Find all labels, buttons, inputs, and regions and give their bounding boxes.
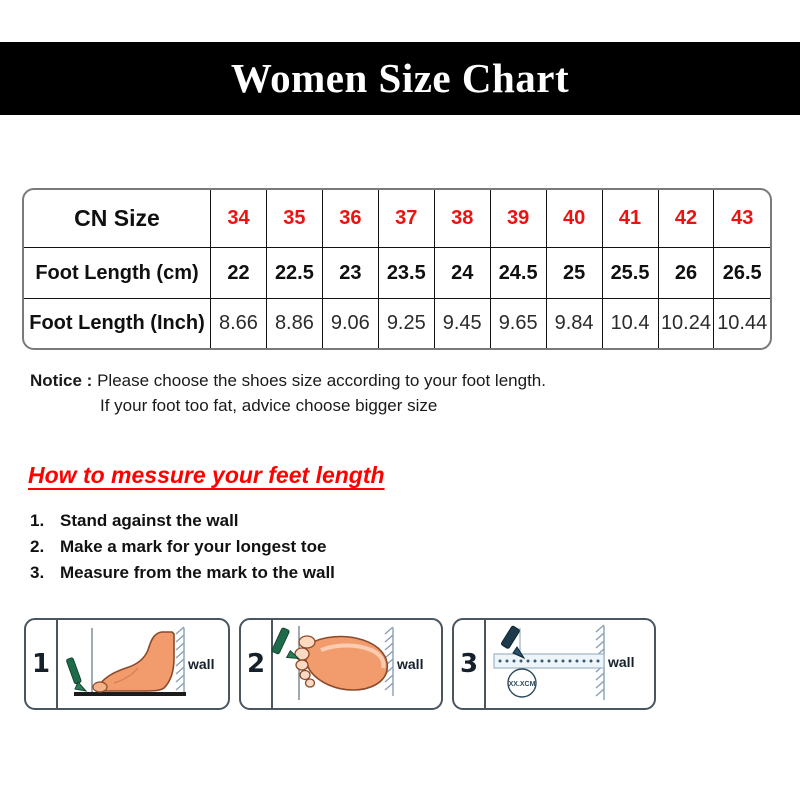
panel-body: XX.XCM wall	[484, 620, 654, 708]
table-cell: 40	[545, 190, 603, 249]
notice-block: Notice : Please choose the shoes size ac…	[30, 368, 760, 418]
foot-bottom-view-icon	[271, 626, 394, 700]
table-cell: 26	[657, 247, 715, 299]
panel-body: wall	[271, 620, 441, 708]
table-cell: 9.25	[377, 297, 435, 348]
table-cell: 10.44	[713, 297, 770, 348]
illustration-panels: 1	[24, 618, 664, 710]
wall-label: wall	[397, 656, 424, 672]
panel-body: wall	[56, 620, 228, 708]
wall-label: wall	[188, 656, 215, 672]
row-label-foot-length-inch: Foot Length (Inch)	[24, 297, 211, 348]
table-cell: 24	[433, 247, 491, 299]
title-banner: Women Size Chart	[0, 42, 800, 115]
table-cell: 9.65	[489, 297, 547, 348]
table-cell: 10.24	[657, 297, 715, 348]
wall-label: wall	[608, 654, 635, 670]
table-cell: 35	[265, 190, 323, 249]
table-cell: 24.5	[489, 247, 547, 299]
size-chart-table: CN Size 34 35 36 37 38 39 40 41 42 43 Fo…	[22, 188, 772, 350]
table-cell: 26.5	[713, 247, 770, 299]
list-item: 2. Make a mark for your longest toe	[30, 534, 530, 560]
illustration-panel-1: 1	[24, 618, 230, 710]
panel-number: 1	[26, 620, 58, 708]
table-cell: 9.45	[433, 297, 491, 348]
table-cell: 25.5	[601, 247, 659, 299]
table-cell: 41	[601, 190, 659, 249]
table-cell: 42	[657, 190, 715, 249]
table-cell: 23.5	[377, 247, 435, 299]
notice-label: Notice :	[30, 371, 93, 390]
step-number: 2.	[30, 537, 45, 556]
foot-side-view-icon	[66, 626, 186, 696]
step-text: Stand against the wall	[60, 511, 239, 530]
table-cell: 23	[321, 247, 379, 299]
illustration-panel-3: 3	[452, 618, 656, 710]
table-cell: 22.5	[265, 247, 323, 299]
ruler-measure-icon: XX.XCM	[493, 624, 605, 700]
page-title: Women Size Chart	[230, 55, 570, 101]
row-label-foot-length-cm: Foot Length (cm)	[24, 247, 211, 299]
notice-line-1: Please choose the shoes size according t…	[97, 371, 546, 390]
illustration-panel-2: 2	[239, 618, 443, 710]
step-text: Measure from the mark to the wall	[60, 563, 335, 582]
table-cell: 8.86	[265, 297, 323, 348]
table-row: Foot Length (cm) 22 22.5 23 23.5 24 24.5…	[24, 247, 770, 299]
table-cell: 43	[713, 190, 770, 249]
howto-heading: How to messure your feet length	[28, 462, 385, 488]
table-cell: 39	[489, 190, 547, 249]
measure-callout-label: XX.XCM	[509, 681, 536, 688]
step-text: Make a mark for your longest toe	[60, 537, 327, 556]
row-label-cn-size: CN Size	[24, 190, 211, 249]
table-cell: 37	[377, 190, 435, 249]
table-cell: 22	[210, 247, 267, 299]
table-row: CN Size 34 35 36 37 38 39 40 41 42 43	[24, 190, 770, 249]
table-cell: 34	[210, 190, 267, 249]
notice-line-2: If your foot too fat, advice choose bigg…	[100, 396, 438, 415]
howto-steps-list: 1. Stand against the wall 2. Make a mark…	[30, 508, 530, 586]
panel-number: 2	[241, 620, 273, 708]
panel-number: 3	[454, 620, 486, 708]
step-number: 3.	[30, 563, 45, 582]
table-cell: 8.66	[210, 297, 267, 348]
list-item: 3. Measure from the mark to the wall	[30, 560, 530, 586]
list-item: 1. Stand against the wall	[30, 508, 530, 534]
table-cell: 38	[433, 190, 491, 249]
table-cell: 9.06	[321, 297, 379, 348]
table-cell: 10.4	[601, 297, 659, 348]
step-number: 1.	[30, 511, 45, 530]
table-cell: 36	[321, 190, 379, 249]
table-cell: 9.84	[545, 297, 603, 348]
table-cell: 25	[545, 247, 603, 299]
table-row: Foot Length (Inch) 8.66 8.86 9.06 9.25 9…	[24, 297, 770, 348]
